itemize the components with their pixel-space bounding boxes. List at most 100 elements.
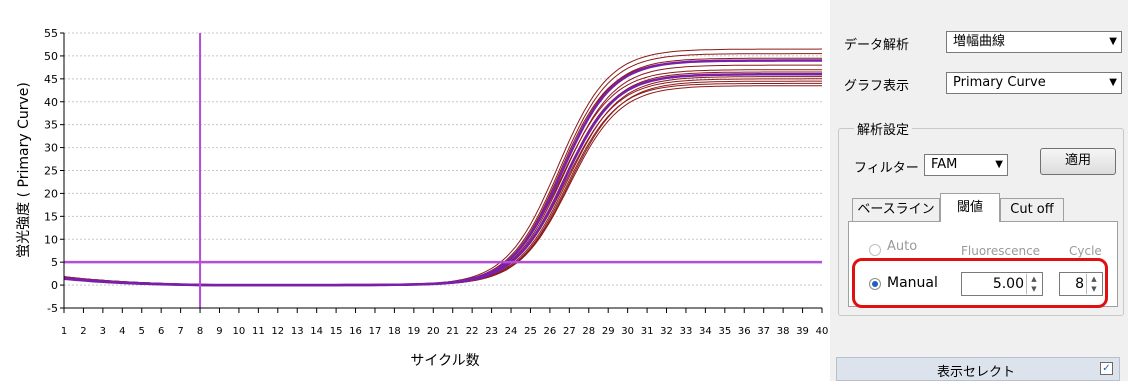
graph-display-label: グラフ表示 xyxy=(844,79,910,94)
x-tick-label: 2 xyxy=(80,326,86,337)
chart-series xyxy=(63,48,823,287)
graph-display-value: Primary Curve xyxy=(953,75,1046,90)
x-tick-label: 22 xyxy=(466,326,479,337)
x-tick-label: 7 xyxy=(177,326,183,337)
x-tick-label: 3 xyxy=(100,326,106,337)
x-tick-label: 27 xyxy=(563,326,576,337)
y-tick-label: 35 xyxy=(44,119,58,132)
y-tick-label: 10 xyxy=(44,233,58,246)
display-select-checkbox[interactable]: ✓ xyxy=(1100,362,1113,375)
cycle-column-label: Cycle xyxy=(1069,244,1102,258)
data-analysis-label: データ解析 xyxy=(844,38,910,53)
chart-markers xyxy=(64,33,822,308)
x-tick-label: 5 xyxy=(139,326,145,337)
x-tick-label: 17 xyxy=(369,326,382,337)
tab-threshold[interactable]: 閾値 xyxy=(940,193,1000,222)
x-tick-label: 1 xyxy=(61,326,67,337)
dropdown-arrow-icon: ▼ xyxy=(1109,36,1117,47)
settings-panel: データ解析 増幅曲線 ▼ グラフ表示 Primary Curve ▼ 解析設定 … xyxy=(830,0,1128,381)
y-tick-label: 5 xyxy=(51,256,58,269)
x-tick-label: 8 xyxy=(197,326,203,337)
x-tick-label: 19 xyxy=(407,326,420,337)
cycle-spin-buttons[interactable]: ▲ ▼ xyxy=(1086,274,1101,294)
x-tick-label: 10 xyxy=(233,326,246,337)
x-tick-label: 37 xyxy=(757,326,770,337)
y-tick-label: 20 xyxy=(44,187,58,200)
x-tick-label: 29 xyxy=(602,326,615,337)
x-tick-label: 16 xyxy=(349,326,362,337)
x-tick-label: 25 xyxy=(524,326,537,337)
x-tick-label: 21 xyxy=(446,326,459,337)
x-tick-label: 30 xyxy=(621,326,634,337)
highlight-box xyxy=(852,258,1108,308)
spin-up-icon[interactable]: ▲ xyxy=(1091,275,1097,283)
filter-value: FAM xyxy=(931,157,958,172)
x-tick-label: 18 xyxy=(388,326,401,337)
x-tick-label: 28 xyxy=(582,326,595,337)
y-tick-label: 40 xyxy=(44,96,58,109)
y-tick-label: 15 xyxy=(44,210,58,223)
x-tick-label: 14 xyxy=(310,326,323,337)
x-tick-label: 26 xyxy=(544,326,557,337)
y-tick-label: -5 xyxy=(47,302,58,315)
y-tick-label: 50 xyxy=(44,50,58,63)
x-tick-label: 36 xyxy=(738,326,751,337)
cycle-value: 8 xyxy=(1075,276,1084,292)
tab-cutoff[interactable]: Cut off xyxy=(1000,198,1064,221)
x-tick-label: 6 xyxy=(158,326,164,337)
data-analysis-dropdown[interactable]: 増幅曲線 ▼ xyxy=(946,31,1122,53)
y-tick-label: 0 xyxy=(51,279,58,292)
x-tick-label: 4 xyxy=(119,326,125,337)
threshold-tab-page: Auto Fluorescence Cycle Manual 5.00 ▲ ▼ 8… xyxy=(848,221,1118,307)
x-tick-label: 9 xyxy=(216,326,222,337)
spin-up-icon[interactable]: ▲ xyxy=(1031,275,1037,283)
x-tick-label: 34 xyxy=(699,326,712,337)
data-analysis-value: 増幅曲線 xyxy=(953,34,1006,49)
y-tick-label: 55 xyxy=(44,27,58,40)
x-tick-label: 24 xyxy=(505,326,518,337)
x-tick-label: 38 xyxy=(777,326,790,337)
display-select-label: 表示セレクト xyxy=(937,365,1016,380)
fluorescence-spin-buttons[interactable]: ▲ ▼ xyxy=(1026,274,1041,294)
x-tick-label: 32 xyxy=(660,326,673,337)
x-tick-label: 39 xyxy=(796,326,809,337)
dropdown-arrow-icon: ▼ xyxy=(995,159,1003,170)
x-tick-label: 11 xyxy=(252,326,265,337)
x-tick-label: 15 xyxy=(330,326,343,337)
cycle-spinbox[interactable]: 8 ▲ ▼ xyxy=(1059,272,1103,296)
display-select-bar[interactable]: 表示セレクト ✓ xyxy=(836,357,1120,381)
auto-radio[interactable] xyxy=(869,244,881,256)
x-tick-label: 40 xyxy=(816,326,829,337)
fluorescence-spinbox[interactable]: 5.00 ▲ ▼ xyxy=(961,272,1043,296)
fluorescence-value: 5.00 xyxy=(992,276,1024,292)
graph-display-dropdown[interactable]: Primary Curve ▼ xyxy=(946,72,1122,94)
manual-radio-label: Manual xyxy=(887,275,938,291)
x-tick-label: 20 xyxy=(427,326,440,337)
auto-radio-label: Auto xyxy=(887,239,918,254)
x-tick-label: 12 xyxy=(271,326,284,337)
x-axis-label: サイクル数 xyxy=(410,353,479,369)
amplification-curve-highlight xyxy=(63,73,822,287)
manual-radio[interactable] xyxy=(869,278,881,290)
spin-down-icon[interactable]: ▼ xyxy=(1031,285,1037,293)
apply-button[interactable]: 適用 xyxy=(1040,148,1116,175)
x-tick-label: 23 xyxy=(485,326,498,337)
dropdown-arrow-icon: ▼ xyxy=(1109,77,1117,88)
tab-baseline[interactable]: ベースライン xyxy=(852,198,940,221)
analysis-settings-title: 解析設定 xyxy=(854,119,913,138)
x-tick-label: 35 xyxy=(718,326,731,337)
spin-down-icon[interactable]: ▼ xyxy=(1091,285,1097,293)
y-tick-label: 30 xyxy=(44,142,58,155)
y-tick-label: 25 xyxy=(44,165,58,178)
y-tick-label: 45 xyxy=(44,73,58,86)
y-axis-label: 蛍光強度 ( Primary Curve) xyxy=(16,82,32,258)
fluorescence-column-label: Fluorescence xyxy=(961,244,1041,258)
filter-label: フィルター xyxy=(854,161,919,176)
analysis-settings-group xyxy=(838,128,1124,316)
x-tick-label: 31 xyxy=(641,326,654,337)
x-tick-label: 33 xyxy=(680,326,693,337)
filter-dropdown[interactable]: FAM ▼ xyxy=(924,154,1008,176)
x-tick-label: 13 xyxy=(291,326,304,337)
